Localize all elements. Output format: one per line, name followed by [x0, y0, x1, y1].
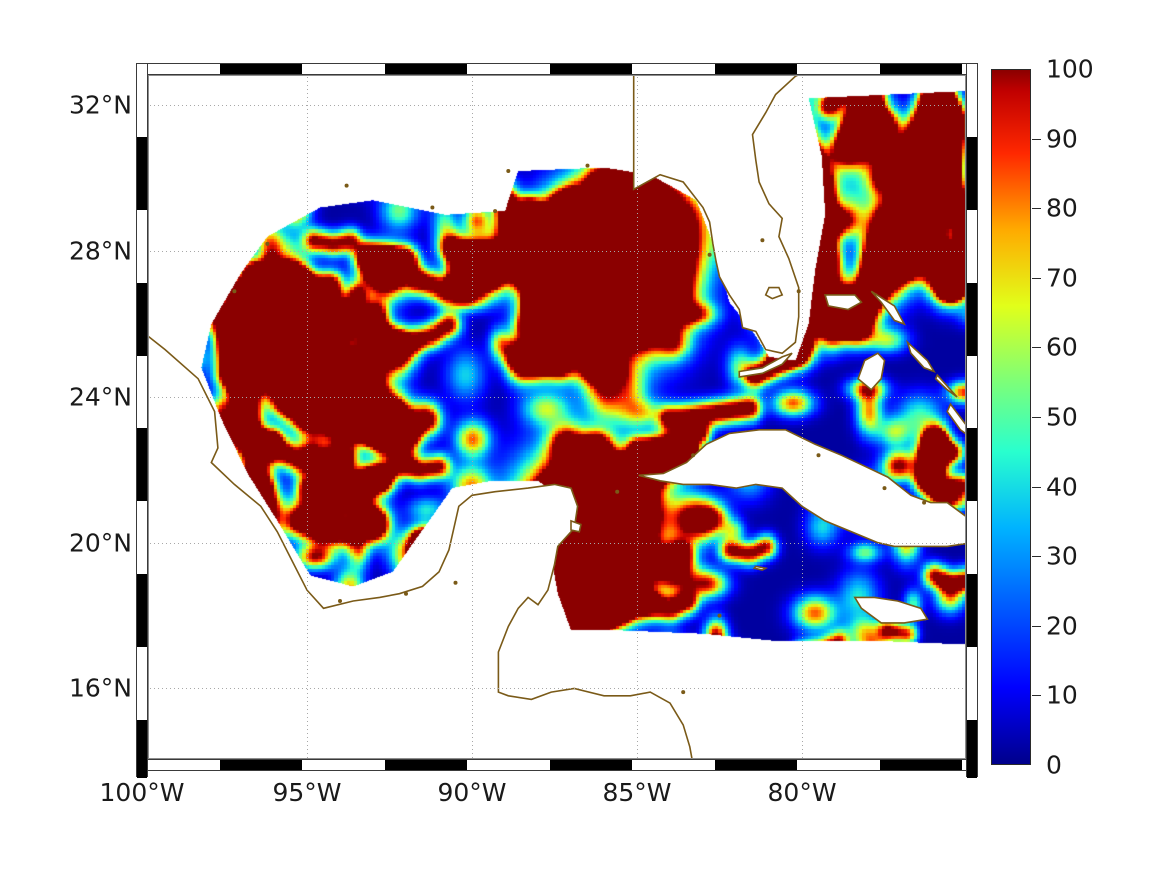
map-frame-segment [549, 760, 633, 770]
map-frame-top [136, 63, 979, 75]
y-tick-label: 16°N [68, 673, 132, 703]
colorbar-tick-label: 70 [1046, 263, 1078, 293]
colorbar-tick-label: 90 [1046, 124, 1078, 154]
map-frame-left [136, 63, 148, 778]
x-tick-label: 90°W [437, 778, 507, 807]
map-frame-segment [467, 760, 550, 770]
map-frame-segment [879, 760, 963, 770]
map-frame-segment [967, 282, 977, 356]
colorbar-tick-label: 30 [1046, 541, 1078, 571]
map-frame-segment [137, 209, 147, 283]
colorbar-tick-mark [1032, 625, 1041, 627]
y-tick-label: 28°N [68, 236, 132, 266]
map-frame-segment [137, 501, 147, 575]
scalar-field-heatmap [142, 69, 972, 765]
map-frame-segment [632, 64, 715, 74]
colorbar-tick-label: 20 [1046, 611, 1078, 641]
map-frame-segment [137, 760, 220, 770]
map-frame-segment [219, 64, 302, 74]
y-tick-label: 20°N [68, 528, 132, 558]
colorbar-tick-mark [1032, 695, 1041, 697]
x-tick-label: 95°W [272, 778, 342, 807]
colorbar[interactable] [991, 69, 1031, 765]
map-frame-segment [219, 760, 302, 770]
map-frame-segment [302, 760, 385, 770]
colorbar-tick-mark [1032, 556, 1041, 558]
map-frame-segment [137, 282, 147, 356]
colorbar-gradient [992, 70, 1030, 764]
map-frame-segment [137, 428, 147, 502]
map-frame-segment [137, 64, 220, 74]
map-frame-segment [137, 355, 147, 429]
map-frame-segment [137, 574, 147, 648]
axis-spine-top [142, 75, 972, 76]
map-inner [142, 69, 972, 765]
colorbar-tick-label: 80 [1046, 193, 1078, 223]
map-frame-segment [967, 355, 977, 429]
map-frame-right [966, 63, 978, 778]
colorbar-tick-label: 0 [1046, 750, 1062, 780]
colorbar-tick-label: 40 [1046, 472, 1078, 502]
colorbar-tick-mark [1032, 138, 1041, 140]
colorbar-tick-mark [1032, 277, 1041, 279]
colorbar-tick-mark [1032, 486, 1041, 488]
map-frame-segment [879, 64, 963, 74]
map-frame-segment [967, 136, 977, 210]
map-frame-segment [967, 647, 977, 720]
map-frame-segment [967, 501, 977, 575]
map-frame-segment [632, 760, 715, 770]
map-frame-segment [137, 136, 147, 210]
y-tick-label: 32°N [68, 90, 132, 120]
map-frame-segment [137, 719, 147, 778]
map-frame-segment [302, 64, 385, 74]
map-frame-segment [967, 574, 977, 648]
x-tick-label: 85°W [602, 778, 672, 807]
map-frame-segment [967, 64, 977, 137]
colorbar-tick-label: 60 [1046, 332, 1078, 362]
map-frame-segment [797, 760, 880, 770]
map-frame-bottom [136, 759, 979, 771]
colorbar-tick-mark [1032, 417, 1041, 418]
map-frame-segment [137, 64, 147, 137]
map-frame-segment [549, 64, 633, 74]
colorbar-tick-label: 100 [1046, 54, 1094, 84]
map-plot-area[interactable] [142, 69, 972, 765]
colorbar-tick-label: 50 [1046, 402, 1078, 432]
map-frame-segment [967, 209, 977, 283]
map-frame-segment [137, 647, 147, 720]
x-tick-label: 100°W [99, 778, 185, 807]
map-frame-segment [384, 64, 467, 74]
y-tick-label: 24°N [68, 382, 132, 412]
colorbar-tick-mark [1032, 208, 1041, 210]
map-frame-segment [714, 760, 798, 770]
x-tick-label: 80°W [767, 778, 837, 807]
map-frame-segment [967, 719, 977, 778]
map-frame-segment [797, 64, 880, 74]
map-frame-segment [714, 64, 798, 74]
colorbar-tick-mark [1032, 347, 1041, 349]
map-frame-segment [467, 64, 550, 74]
colorbar-tick-label: 10 [1046, 680, 1078, 710]
axis-spine-left [148, 69, 149, 765]
map-frame-segment [967, 428, 977, 502]
map-frame-segment [384, 760, 467, 770]
